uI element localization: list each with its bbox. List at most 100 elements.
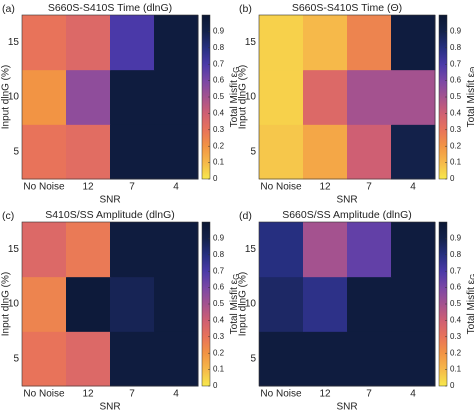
chart-title: S660S/SS Amplitude (dlnG) — [282, 209, 412, 221]
x-axis-label: SNR — [99, 195, 120, 206]
colorbar-label: Total Misfit εΘ — [466, 67, 474, 128]
heatmap-cell — [22, 222, 67, 278]
y-tick-label: 5 — [250, 353, 256, 364]
panel-label: (b) — [239, 3, 252, 15]
y-tick-label: 15 — [8, 37, 20, 48]
heatmap-cell — [22, 69, 67, 125]
y-tick-label: 10 — [8, 299, 20, 310]
colorbar-tick-label: 0.1 — [213, 158, 225, 167]
y-tick-label: 10 — [8, 92, 20, 103]
heatmap-cell — [110, 124, 155, 180]
panel-label: (a) — [2, 3, 15, 15]
colorbar-tick-label: 0.9 — [450, 27, 462, 36]
heatmap-cell — [154, 331, 199, 387]
x-tick-label: No Noise — [260, 182, 302, 193]
x-tick-label: No Noise — [23, 182, 65, 193]
heatmap-cell — [66, 276, 111, 332]
heatmap-cell — [154, 69, 199, 125]
colorbar-tick-label: 0.5 — [450, 299, 462, 308]
y-tick-label: 15 — [245, 37, 257, 48]
colorbar-label-main: Total Misfit ε — [229, 279, 240, 334]
colorbar-label: Total Misfit εG — [229, 274, 241, 335]
colorbar-tick-label: 0.3 — [213, 125, 225, 134]
colorbar-tick-label: 0.6 — [213, 283, 225, 292]
heatmap-cell — [303, 124, 348, 180]
colorbar-tick-label: 0.7 — [450, 266, 462, 275]
colorbar-tick-label: 0.4 — [213, 316, 225, 325]
x-tick-label: 12 — [82, 182, 94, 193]
heatmap-cell — [391, 276, 436, 332]
colorbar-label-main: Total Misfit ε — [466, 279, 474, 334]
colorbar-tick-label: 0.7 — [450, 59, 462, 68]
y-tick-label: 5 — [250, 146, 256, 157]
colorbar-tick-label: 0.5 — [213, 92, 225, 101]
plot-frame — [21, 221, 199, 387]
colorbar-tick-label: 0.7 — [213, 266, 225, 275]
colorbar-tick-label: 0.2 — [450, 348, 462, 357]
heatmap-cell — [303, 222, 348, 278]
colorbar-tick-label: 0.9 — [450, 234, 462, 243]
heatmap-cell — [22, 15, 67, 71]
chart-title: S410S/SS Amplitude (dlnG) — [45, 209, 175, 221]
colorbar-tick-label: 0.8 — [450, 250, 462, 259]
heatmap-cell — [110, 69, 155, 125]
colorbar-tick-label: 0.4 — [450, 109, 462, 118]
heatmap-cell — [303, 331, 348, 387]
heatmap-cell — [391, 15, 436, 71]
colorbar-tick-label: 0 — [450, 381, 455, 390]
panel-label: (c) — [2, 210, 14, 222]
colorbar-tick-label: 0.4 — [450, 316, 462, 325]
x-tick-label: 12 — [319, 389, 331, 400]
heatmap-cell — [66, 15, 111, 71]
x-tick-label: 7 — [129, 182, 135, 193]
chart-title: S660S-S410S Time (Θ) — [292, 2, 402, 14]
x-tick-label: 4 — [410, 389, 416, 400]
heatmap-cell — [22, 124, 67, 180]
heatmap-cell — [110, 222, 155, 278]
colorbar-label-sub: G — [232, 67, 241, 73]
y-tick-label: 5 — [13, 353, 19, 364]
colorbar-label-sub: G — [469, 274, 474, 280]
colorbar-label-sub: G — [232, 274, 241, 280]
heatmap-cell — [22, 331, 67, 387]
heatmap-cell — [259, 222, 304, 278]
heatmap-cell — [347, 124, 392, 180]
colorbar-tick-label: 0.9 — [213, 27, 225, 36]
colorbar-tick-label: 0.4 — [213, 109, 225, 118]
colorbar-tick-label: 0.2 — [213, 141, 225, 150]
colorbar-label: Total Misfit εG — [466, 274, 474, 335]
colorbar-tick-label: 0.2 — [450, 141, 462, 150]
colorbar-tick-label: 0.3 — [450, 125, 462, 134]
heatmap-cell — [347, 15, 392, 71]
colorbar-label-main: Total Misfit ε — [229, 72, 240, 127]
heatmap-cell — [259, 69, 304, 125]
colorbar-tick-label: 0.8 — [213, 43, 225, 52]
heatmap-cell — [259, 276, 304, 332]
heatmap-cell — [259, 15, 304, 71]
colorbar-tick-label: 0.1 — [450, 365, 462, 374]
heatmap-cell — [66, 124, 111, 180]
colorbar-tick-label: 0.6 — [450, 283, 462, 292]
colorbar-tick-label: 0.1 — [450, 158, 462, 167]
y-axis-label: Input dlnG (%) — [238, 272, 249, 336]
x-axis-label: SNR — [99, 402, 120, 413]
heatmap-cell — [66, 331, 111, 387]
heatmap-cell — [347, 222, 392, 278]
heatmap-cell — [347, 276, 392, 332]
colorbar-tick-label: 0.5 — [213, 299, 225, 308]
colorbar-label: Total Misfit εG — [229, 67, 241, 128]
colorbar-tick-label: 0.5 — [450, 92, 462, 101]
plot-frame — [21, 14, 199, 180]
x-axis-label: SNR — [336, 402, 357, 413]
chart-title: S660S-S410S Time (dlnG) — [48, 2, 172, 14]
colorbar-tick-label: 0.2 — [213, 348, 225, 357]
heatmap-cell — [22, 276, 67, 332]
colorbar-tick-label: 0.6 — [213, 76, 225, 85]
heatmap-cell — [391, 69, 436, 125]
colorbar-tick-label: 0.6 — [450, 76, 462, 85]
y-axis-label: Input dlnG (%) — [238, 65, 249, 129]
heatmap-cell — [347, 331, 392, 387]
colorbar-label-sub: Θ — [469, 67, 474, 73]
heatmap-cell — [154, 222, 199, 278]
